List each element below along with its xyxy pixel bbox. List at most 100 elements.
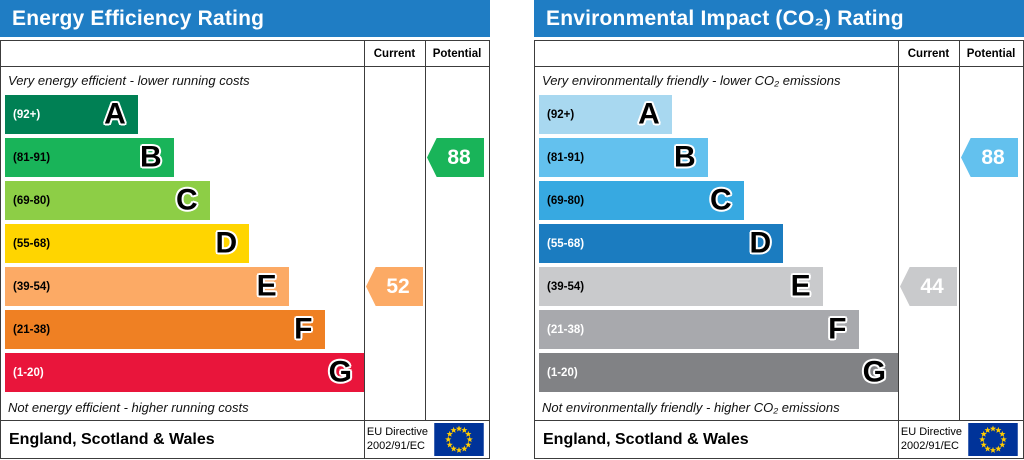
- band-letter: A: [638, 96, 660, 130]
- rating-table: Current Potential Very environmentally f…: [534, 40, 1024, 459]
- band-range-label: (1-20): [547, 366, 578, 379]
- band-letter: C: [175, 182, 198, 216]
- eu-directive-line2: 2002/91/EC: [900, 439, 959, 452]
- band-bar-e: (39-54) E: [539, 267, 823, 306]
- region-label: England, Scotland & Wales: [9, 430, 215, 448]
- potential-column-header: Potential: [432, 47, 482, 60]
- column-headers: Current Potential: [535, 41, 1023, 67]
- potential-column-header: Potential: [966, 47, 1016, 60]
- current-column-header: Current: [373, 47, 416, 60]
- band-row-a: (92+) A: [5, 95, 364, 138]
- rating-bands: (92+) A (81-91) B (69-80) C (55-68) D (39-54) E (2…: [535, 93, 898, 394]
- bottom-caption: Not energy efficient - higher running co…: [8, 399, 249, 415]
- band-letter: D: [749, 225, 772, 259]
- band-row-b: (81-91) B: [5, 138, 364, 181]
- column-divider: [425, 41, 426, 420]
- eu-directive-line2: 2002/91/EC: [366, 439, 425, 452]
- band-row-a: (92+) A: [539, 95, 898, 138]
- top-caption: Very energy efficient - lower running co…: [8, 72, 250, 88]
- band-row-g: (1-20) G: [539, 353, 898, 394]
- environmental-impact-rating-chart: Environmental Impact (CO₂) Rating Curren…: [534, 0, 1024, 459]
- band-letter: B: [140, 139, 162, 173]
- band-bar-g: (1-20) G: [5, 353, 364, 392]
- current-rating-arrow: 44: [900, 267, 957, 306]
- band-range-label: (1-20): [13, 366, 44, 379]
- band-row-f: (21-38) F: [539, 310, 898, 353]
- column-divider: [364, 41, 365, 458]
- band-letter: E: [256, 268, 277, 302]
- band-bar-b: (81-91) B: [5, 138, 174, 177]
- bottom-caption: Not environmentally friendly - higher CO…: [542, 399, 840, 415]
- eu-flag-icon: [968, 423, 1018, 456]
- eu-directive-line1: EU Directive: [900, 426, 962, 439]
- band-row-d: (55-68) D: [5, 224, 364, 267]
- band-bar-c: (69-80) C: [539, 181, 744, 220]
- chart-title: Environmental Impact (CO₂) Rating: [546, 6, 904, 30]
- eu-flag-icon: [434, 423, 484, 456]
- potential-rating-arrow: 88: [427, 138, 484, 177]
- band-row-g: (1-20) G: [5, 353, 364, 394]
- band-bar-e: (39-54) E: [5, 267, 289, 306]
- band-range-label: (81-91): [547, 151, 585, 164]
- chart-title-bar: Environmental Impact (CO₂) Rating: [534, 0, 1024, 37]
- chart-title: Energy Efficiency Rating: [12, 6, 265, 30]
- band-bar-a: (92+) A: [5, 95, 138, 134]
- band-bar-g: (1-20) G: [539, 353, 898, 392]
- band-range-label: (92+): [13, 108, 41, 121]
- band-range-label: (55-68): [13, 237, 51, 250]
- current-column-header: Current: [907, 47, 950, 60]
- band-range-label: (21-38): [13, 323, 51, 336]
- band-row-e: (39-54) E: [539, 267, 898, 310]
- band-row-c: (69-80) C: [539, 181, 898, 224]
- band-range-label: (69-80): [547, 194, 585, 207]
- band-bar-f: (21-38) F: [5, 310, 325, 349]
- chart-footer: England, Scotland & Wales EU Directive 2…: [535, 420, 1023, 458]
- band-letter: F: [828, 311, 847, 345]
- band-letter: G: [328, 354, 352, 388]
- column-headers: Current Potential: [1, 41, 489, 67]
- band-range-label: (39-54): [13, 280, 51, 293]
- band-bar-a: (92+) A: [539, 95, 672, 134]
- band-letter: B: [674, 139, 696, 173]
- band-bar-d: (55-68) D: [539, 224, 784, 263]
- rating-bands: (92+) A (81-91) B (69-80) C (55-68) D (39-54) E (2…: [1, 93, 364, 394]
- band-letter: C: [709, 182, 732, 216]
- band-range-label: (39-54): [547, 280, 585, 293]
- chart-title-bar: Energy Efficiency Rating: [0, 0, 490, 37]
- column-divider: [898, 41, 899, 458]
- energy-efficiency-rating-chart: Energy Efficiency Rating Current Potenti…: [0, 0, 490, 459]
- band-bar-c: (69-80) C: [5, 181, 210, 220]
- rating-table: Current Potential Very energy efficient …: [0, 40, 490, 459]
- rating-table-body: Current Potential Very energy efficient …: [1, 41, 489, 420]
- region-label: England, Scotland & Wales: [543, 430, 749, 448]
- band-range-label: (69-80): [13, 194, 51, 207]
- band-range-label: (92+): [547, 108, 575, 121]
- band-letter: F: [294, 311, 313, 345]
- band-range-label: (55-68): [547, 237, 585, 250]
- band-bar-b: (81-91) B: [539, 138, 708, 177]
- header-spacer: [535, 41, 898, 66]
- band-letter: D: [215, 225, 238, 259]
- eu-directive-line1: EU Directive: [366, 426, 428, 439]
- band-bar-f: (21-38) F: [539, 310, 859, 349]
- eu-directive-label: EU Directive 2002/91/EC: [901, 426, 968, 452]
- band-range-label: (81-91): [13, 151, 51, 164]
- band-row-d: (55-68) D: [539, 224, 898, 267]
- current-rating-arrow: 52: [366, 267, 423, 306]
- band-bar-d: (55-68) D: [5, 224, 250, 263]
- column-divider: [959, 41, 960, 420]
- rating-table-body: Current Potential Very environmentally f…: [535, 41, 1023, 420]
- potential-rating-arrow: 88: [961, 138, 1018, 177]
- band-row-f: (21-38) F: [5, 310, 364, 353]
- header-spacer: [1, 41, 364, 66]
- band-letter: A: [104, 96, 126, 130]
- band-row-e: (39-54) E: [5, 267, 364, 310]
- eu-directive-label: EU Directive 2002/91/EC: [367, 426, 434, 452]
- chart-footer: England, Scotland & Wales EU Directive 2…: [1, 420, 489, 458]
- top-caption: Very environmentally friendly - lower CO…: [542, 72, 841, 88]
- band-letter: E: [790, 268, 811, 302]
- band-row-b: (81-91) B: [539, 138, 898, 181]
- band-row-c: (69-80) C: [5, 181, 364, 224]
- band-letter: G: [862, 354, 886, 388]
